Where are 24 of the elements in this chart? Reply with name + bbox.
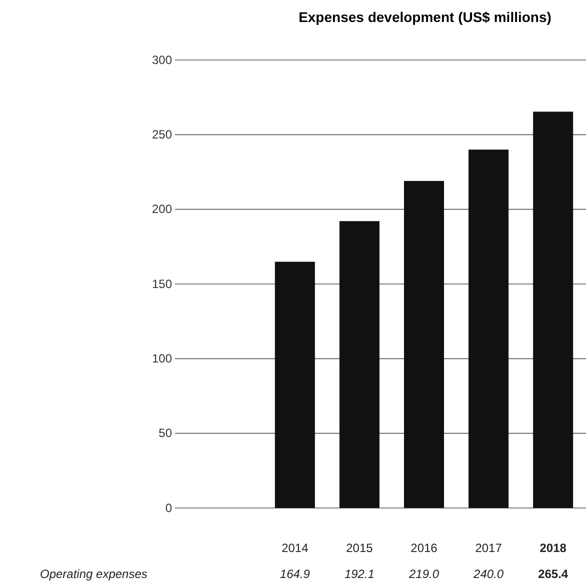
x-tick-label: 2014 [282, 541, 309, 555]
bar [274, 262, 315, 508]
bar [468, 150, 509, 508]
data-label: 265.4 [538, 567, 568, 581]
y-tick-label: 200 [152, 202, 172, 216]
y-tick-label: 50 [158, 426, 172, 440]
x-tick-label: 2018 [540, 541, 567, 555]
y-tick-label: 100 [152, 352, 172, 366]
bar [404, 180, 444, 508]
bar [533, 112, 574, 508]
y-tick-label: 150 [152, 276, 172, 291]
y-tick-label: 250 [152, 128, 172, 142]
bar [339, 221, 380, 508]
y-tick-label: 300 [152, 52, 172, 67]
data-label: 240.0 [472, 567, 504, 581]
x-tick-label: 2017 [475, 541, 502, 555]
data-label: 164.9 [280, 567, 310, 581]
text: Operating expenses [40, 567, 148, 581]
chart-title: Expenses development (US$ millions) [298, 9, 552, 25]
y-tick-label: 0 [165, 500, 172, 515]
x-tick-label: 2016 [410, 541, 438, 555]
x-tick-label: 2015 [346, 541, 374, 555]
data-label: 219.0 [408, 567, 440, 581]
data-label: 192.1 [344, 567, 374, 581]
